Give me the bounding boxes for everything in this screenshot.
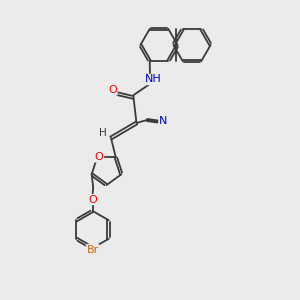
Text: O: O <box>88 194 97 205</box>
Text: Br: Br <box>86 244 99 255</box>
Text: H: H <box>99 128 106 138</box>
Text: O: O <box>108 85 117 95</box>
Text: N: N <box>159 116 168 127</box>
Text: O: O <box>95 152 103 162</box>
Text: NH: NH <box>145 74 162 85</box>
